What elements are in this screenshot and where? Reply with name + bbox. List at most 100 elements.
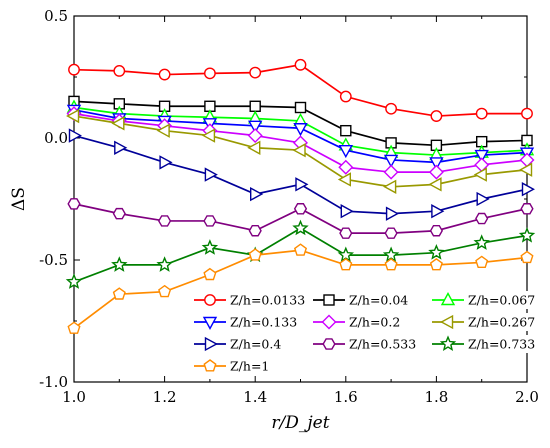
data-point <box>384 227 398 239</box>
data-point <box>201 128 216 143</box>
series-6 <box>66 108 533 194</box>
data-point <box>156 123 170 138</box>
data-point <box>473 167 487 182</box>
y-tick-label: 0.0 <box>44 129 68 147</box>
data-point <box>203 67 216 80</box>
data-point <box>428 177 442 192</box>
data-point <box>113 65 126 77</box>
data-point <box>340 204 354 219</box>
data-point <box>66 108 80 124</box>
data-point <box>112 287 126 300</box>
legend-label: Z/h=0.733 <box>468 337 535 352</box>
data-point <box>519 162 533 177</box>
data-point <box>203 267 217 281</box>
data-point <box>293 243 308 256</box>
legend-label: Z/h=0.067 <box>468 293 535 308</box>
data-point <box>65 273 83 289</box>
legend-swatch-marker <box>204 294 216 306</box>
data-point <box>249 66 262 79</box>
data-point <box>158 68 171 81</box>
data-point <box>475 107 488 120</box>
legend-item-bg <box>312 335 424 353</box>
data-point <box>114 140 128 155</box>
data-point <box>157 215 172 227</box>
data-point <box>111 116 125 131</box>
data-point <box>293 123 308 137</box>
legend-label: Z/h=0.0133 <box>230 293 305 308</box>
data-point <box>67 321 81 334</box>
series-layer <box>65 58 536 334</box>
legend-swatch-marker <box>323 294 335 306</box>
x-axis-title: r/D_jet <box>271 413 329 433</box>
legend-swatch-marker <box>440 314 454 330</box>
data-point <box>158 284 172 298</box>
data-point <box>204 167 218 182</box>
data-point <box>112 207 126 220</box>
y-axis-title: ΔS <box>9 187 29 211</box>
data-point <box>383 179 397 194</box>
legend-item-bg <box>312 291 424 309</box>
data-point <box>473 234 490 250</box>
data-point <box>430 110 443 122</box>
data-point <box>339 258 353 271</box>
data-point <box>338 144 353 159</box>
data-point <box>339 90 352 103</box>
legend-item-bg <box>193 335 305 353</box>
legend-label: Z/h=1 <box>230 359 269 374</box>
legend: Z/h=0.0133 Z/h=0.04 Z/h=0.067 Z/h=0.133 Z/h=… <box>193 291 543 375</box>
data-point <box>68 128 82 143</box>
data-point <box>429 258 443 271</box>
legend-swatch-marker <box>439 335 457 351</box>
legend-label: Z/h=0.04 <box>349 293 408 308</box>
legend-item-bg <box>193 313 305 331</box>
x-tick-label: 2.0 <box>515 388 539 406</box>
legend-swatch-marker <box>204 336 218 352</box>
y-tick-label: 0.5 <box>44 7 68 25</box>
legend-item-bg <box>431 335 543 353</box>
x-tick-label: 1.2 <box>153 388 177 406</box>
legend-label: Z/h=0.133 <box>230 315 297 330</box>
data-point <box>68 63 80 76</box>
data-point <box>159 155 173 170</box>
data-point <box>385 102 397 115</box>
data-point <box>383 164 399 180</box>
data-point <box>339 227 353 239</box>
y-tick-label: -1.0 <box>39 373 68 391</box>
data-point <box>201 239 219 255</box>
legend-swatch-marker <box>440 292 456 306</box>
data-point <box>248 120 263 134</box>
data-point <box>294 58 307 71</box>
data-point <box>428 244 445 260</box>
data-point <box>249 100 261 112</box>
data-point <box>294 101 307 114</box>
legend-label: Z/h=0.2 <box>349 315 400 330</box>
data-point <box>295 177 309 192</box>
data-point <box>248 248 262 261</box>
data-point <box>248 224 262 237</box>
data-point <box>475 255 489 268</box>
legend-label: Z/h=0.267 <box>468 315 535 330</box>
data-point <box>292 219 309 236</box>
data-point <box>429 224 444 237</box>
data-point <box>203 215 217 227</box>
data-point <box>520 250 534 264</box>
data-point <box>247 128 263 144</box>
data-point <box>475 212 489 225</box>
legend-item-bg <box>193 357 305 375</box>
data-point <box>249 186 264 202</box>
legend-swatch-marker <box>203 359 217 372</box>
legend-swatch-marker <box>322 338 336 350</box>
series-8 <box>67 198 534 239</box>
data-point <box>521 182 535 197</box>
legend-swatch-marker <box>202 316 218 330</box>
data-point <box>292 143 306 158</box>
series-5 <box>66 106 535 180</box>
data-point <box>156 256 173 272</box>
data-point <box>383 154 399 168</box>
y-tick-label: -0.5 <box>39 251 68 269</box>
data-point <box>476 191 490 207</box>
data-point <box>385 206 400 221</box>
data-point <box>474 149 489 164</box>
data-point <box>431 204 445 219</box>
x-tick-label: 1.4 <box>243 388 267 406</box>
